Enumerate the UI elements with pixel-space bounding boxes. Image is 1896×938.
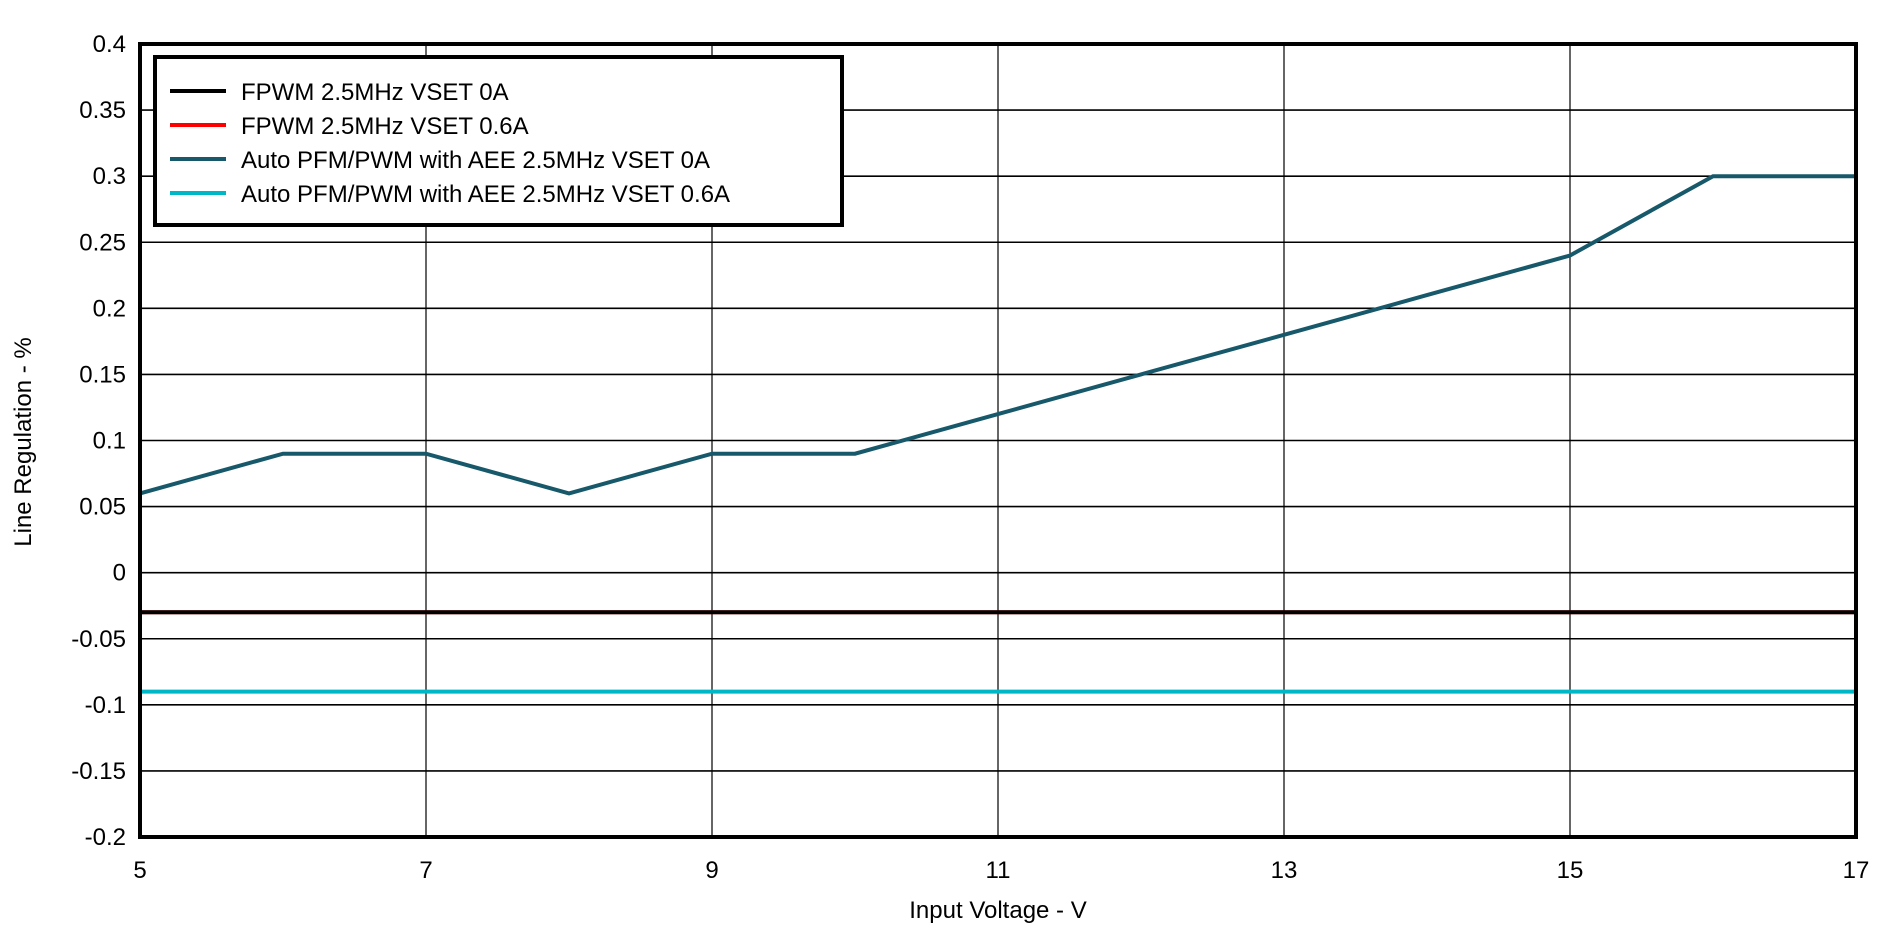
x-tick-label: 9 [705, 857, 718, 884]
x-tick-label: 7 [419, 857, 432, 884]
plot-frame [138, 42, 1858, 839]
x-axis-title: Input Voltage - V [909, 897, 1086, 924]
y-tick-label: -0.1 [85, 692, 126, 719]
y-tick-label: 0.25 [79, 229, 126, 256]
y-axis-tick-labels: 0.4 0.35 0.3 0.25 0.2 0.15 0.1 0.05 0 -0.05 -0.1 -0… [71, 31, 126, 851]
x-tick-label: 13 [1271, 857, 1298, 884]
y-axis-title: Line Regulation - % [10, 337, 37, 546]
legend-label: Auto PFM/PWM with AEE 2.5MHz VSET 0.6A [241, 181, 730, 208]
y-tick-label: 0.2 [93, 295, 126, 322]
y-tick-label: 0.1 [93, 428, 126, 455]
y-tick-label: 0.05 [79, 494, 126, 521]
legend-label: FPWM 2.5MHz VSET 0.6A [241, 113, 529, 140]
y-tick-label: 0.3 [93, 163, 126, 190]
legend-label: FPWM 2.5MHz VSET 0A [241, 79, 509, 106]
x-tick-label: 15 [1557, 857, 1584, 884]
legend-label: Auto PFM/PWM with AEE 2.5MHz VSET 0A [241, 147, 710, 174]
y-tick-label: 0 [113, 560, 126, 587]
series-line-2 [139, 174, 1856, 496]
y-tick-label: -0.05 [71, 626, 126, 653]
y-tick-label: -0.2 [85, 824, 126, 851]
y-tick-label: 0.4 [93, 31, 126, 58]
legend: FPWM 2.5MHz VSET 0A FPWM 2.5MHz VSET 0.6A… [153, 55, 844, 227]
y-tick-label: 0.15 [79, 361, 126, 388]
y-tick-label: 0.35 [79, 97, 126, 124]
x-tick-label: 11 [986, 857, 1011, 884]
legend-box [153, 55, 844, 227]
x-axis-tick-labels: 5 7 9 11 13 15 17 [133, 857, 1869, 884]
x-tick-label: 17 [1843, 857, 1870, 884]
series-lines [139, 174, 1856, 694]
x-tick-label: 5 [133, 857, 146, 884]
y-tick-label: -0.15 [71, 758, 126, 785]
